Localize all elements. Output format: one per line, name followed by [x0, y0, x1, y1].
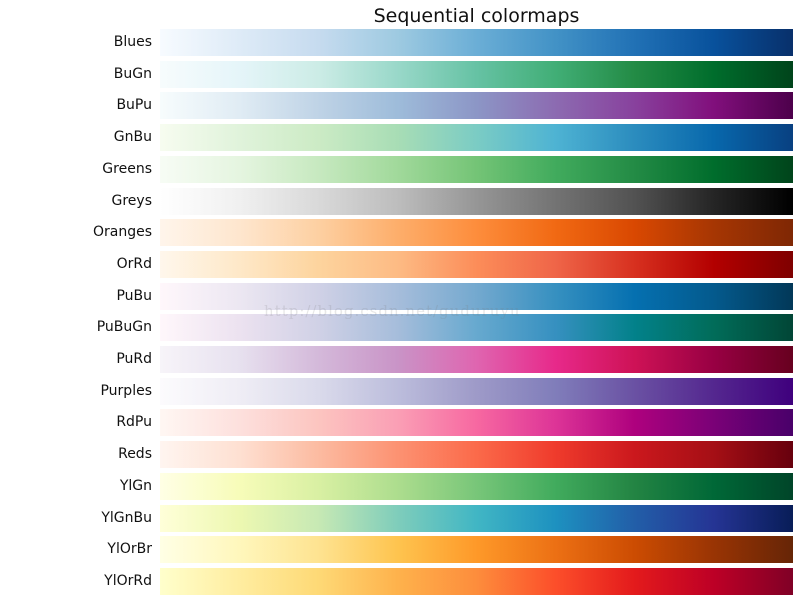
colormap-gradient-bar — [160, 92, 793, 120]
colormap-row: Greens — [0, 155, 800, 183]
colormap-gradient-bar — [160, 187, 793, 215]
colormap-row: PuRd — [0, 346, 800, 373]
colormap-label: GnBu — [113, 129, 152, 146]
colormap-label: PuRd — [116, 351, 152, 367]
colormap-gradient-bar — [160, 155, 793, 183]
colormap-gradient-bar — [160, 250, 793, 278]
colormap-row: Blues — [0, 29, 800, 56]
colormap-gradient-bar — [160, 441, 793, 469]
colormap-gradient-bar — [160, 314, 793, 342]
colormap-row: Reds — [0, 441, 800, 469]
colormap-label: YlGn — [119, 477, 152, 494]
colormap-label: RdPu — [116, 414, 152, 431]
colormap-gradient-bar — [160, 219, 793, 247]
colormap-row: YlGn — [0, 472, 800, 500]
colormap-row: YlOrRd — [0, 567, 800, 595]
colormap-label: Purples — [100, 382, 152, 399]
colormap-gradient-bar — [160, 409, 793, 437]
colormap-label: PuBuGn — [96, 319, 152, 336]
colormap-row: BuGn — [0, 60, 800, 88]
colormap-label: OrRd — [116, 255, 152, 272]
colormap-label: BuPu — [116, 97, 152, 114]
colormap-gradient-bar — [160, 60, 793, 88]
colormap-gradient-bar — [160, 504, 793, 532]
colormap-gradient-bar — [160, 29, 793, 56]
colormap-row: GnBu — [0, 124, 800, 152]
colormap-label: Oranges — [92, 224, 152, 241]
colormap-gradient-bar — [160, 536, 793, 564]
colormap-label: YlOrBr — [107, 541, 152, 558]
colormap-label: BuGn — [113, 65, 152, 82]
colormap-label: Greens — [102, 160, 152, 177]
colormap-gradient-bar — [160, 124, 793, 152]
colormap-label: Reds — [118, 446, 152, 463]
colormap-row: BuPu — [0, 92, 800, 120]
colormap-row: OrRd — [0, 250, 800, 278]
colormap-row: RdPu — [0, 409, 800, 437]
colormap-label: Blues — [113, 34, 152, 50]
chart-title: Sequential colormaps — [373, 5, 580, 27]
colormap-gradient-bar — [160, 377, 793, 405]
colormap-gradient-bar — [160, 567, 793, 595]
colormap-gradient-bar — [160, 282, 793, 310]
colormap-row: PuBu — [0, 282, 800, 310]
colormap-row: Greys — [0, 187, 800, 215]
colormap-row: YlOrBr — [0, 536, 800, 564]
colormap-gradient-bar — [160, 472, 793, 500]
colormap-row: PuBuGn — [0, 314, 800, 342]
colormap-label: YlGnBu — [101, 509, 152, 526]
colormap-label: Greys — [111, 192, 153, 209]
colormap-row: Purples — [0, 377, 800, 405]
colormap-gradient-bar — [160, 346, 793, 373]
colormap-label: YlOrRd — [104, 572, 152, 589]
colormap-label: PuBu — [116, 287, 152, 304]
colormap-row: YlGnBu — [0, 504, 800, 532]
colormap-row: Oranges — [0, 219, 800, 247]
